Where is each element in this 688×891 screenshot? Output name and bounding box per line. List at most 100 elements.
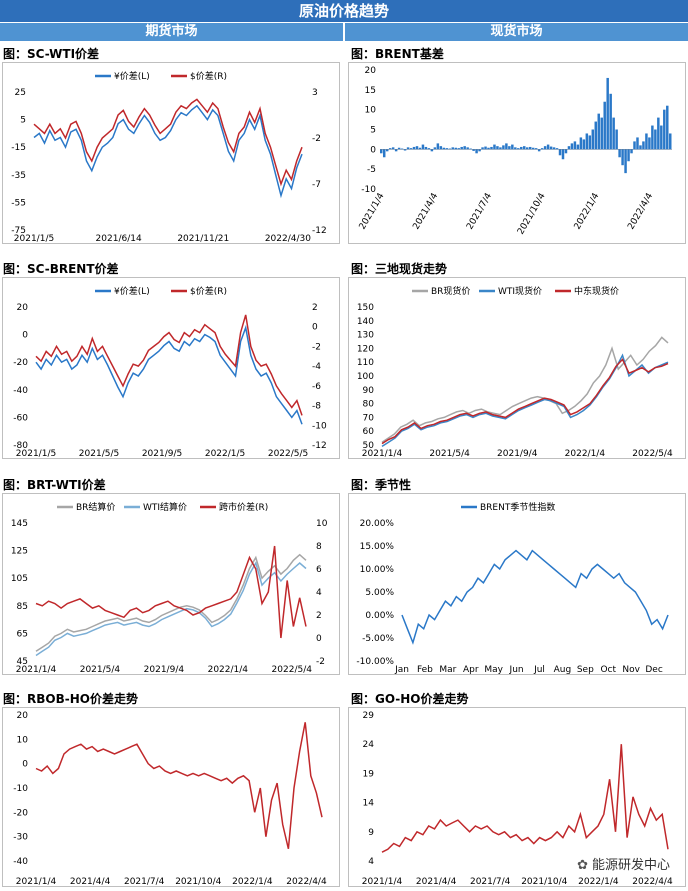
basis-bar [514, 147, 517, 150]
x-tick-label: 2021/9/5 [142, 449, 182, 459]
spot-market-header: 现货市场 [345, 23, 688, 41]
y-right-tick-label: -12 [312, 441, 327, 451]
y-tick-label: 50 [363, 441, 375, 451]
basis-bar [549, 146, 553, 150]
y-tick-label: -20 [13, 358, 28, 368]
legend-label: WTI现货价 [498, 285, 542, 297]
basis-bar [618, 149, 621, 158]
chart-frame [348, 493, 686, 675]
y-tick-label: 45 [17, 657, 28, 667]
legend-label: WTI结算价 [143, 501, 187, 513]
series-line [35, 545, 307, 639]
y-tick-label: 10 [17, 735, 29, 745]
basis-bar [487, 147, 490, 150]
basis-bar [508, 146, 511, 150]
basis-bar [400, 148, 404, 150]
chart-frame [2, 707, 340, 887]
panel-title-brent-basis: 图：BRENT基差 [351, 47, 444, 61]
y-tick-label: 14 [363, 799, 375, 809]
panel-title-rbob-ho: 图：RBOB-HO价差走势 [3, 692, 138, 706]
panel-title-brt-wti: 图：BRT-WTI价差 [3, 478, 106, 492]
basis-bar [427, 148, 431, 150]
panel-title-seasonality: 图：季节性 [351, 478, 412, 492]
y-right-tick-label: -8 [312, 402, 321, 412]
y-tick-label: 29 [363, 711, 375, 721]
y-tick-label: -40 [13, 386, 28, 396]
y-tick-label: 90 [363, 386, 375, 396]
x-tick-label: 2022/4/4 [632, 877, 673, 887]
y-tick-label: -20 [13, 808, 28, 818]
legend-label: 中东现货价 [574, 285, 619, 297]
y-right-tick-label: 2 [312, 303, 318, 313]
basis-bar [499, 147, 502, 150]
legend-label: 跨市价差(R) [219, 501, 268, 513]
y-tick-label: -40 [13, 857, 28, 867]
basis-bar [472, 149, 475, 151]
x-tick-label: Oct [600, 665, 616, 675]
basis-bar [415, 146, 419, 150]
y-tick-label: 15 [365, 86, 376, 96]
x-tick-label: 2022/1/4 [565, 449, 606, 459]
basis-bar [624, 149, 627, 174]
x-tick-label: 2021/5/4 [80, 665, 121, 675]
x-tick-label: 2021/10/4 [516, 191, 548, 236]
y-right-tick-label: 2 [316, 611, 322, 621]
basis-bar [520, 146, 523, 150]
x-tick-label: Apr [463, 665, 479, 675]
legend-label: $价差(R) [190, 70, 227, 82]
x-tick-label: 2022/5/4 [272, 665, 313, 675]
y-tick-label: -5.00% [362, 634, 394, 644]
y-tick-label: 5.00% [365, 588, 394, 598]
x-tick-label: Jan [394, 665, 409, 675]
x-tick-label: 2021/1/4 [16, 665, 57, 675]
x-tick-label: 2021/1/5 [16, 449, 56, 459]
basis-bar [442, 147, 446, 150]
basis-bar [454, 147, 457, 150]
basis-bar [663, 109, 666, 150]
x-tick-label: 2021/7/4 [465, 191, 494, 231]
basis-bar [469, 148, 472, 150]
basis-bar [582, 139, 586, 150]
y-tick-label: 125 [11, 547, 28, 557]
x-tick-label: 2021/5/4 [429, 449, 470, 459]
basis-bar [600, 117, 603, 150]
y-tick-label: 5 [20, 116, 26, 126]
basis-bar [534, 148, 538, 150]
basis-bar [540, 148, 544, 150]
basis-bar [651, 125, 654, 150]
basis-bar [463, 146, 466, 150]
x-tick-label: 2021/7/4 [470, 877, 511, 887]
basis-bar [594, 121, 598, 150]
basis-bar [627, 149, 630, 162]
x-tick-label: Feb [417, 665, 433, 675]
chart-seasonality: 20.00% 15.00% 10.00% 5.00% 0.00% -5.00% -10.00… [348, 493, 686, 675]
x-tick-label: 2021/9/4 [144, 665, 185, 675]
basis-bar [439, 146, 443, 150]
y-tick-label: 105 [11, 574, 28, 584]
series-line [35, 314, 303, 416]
y-right-tick-label: -10 [312, 421, 327, 431]
y-tick-label: 4 [368, 857, 374, 867]
y-tick-label: -10.00% [356, 657, 394, 667]
basis-bar [511, 144, 514, 150]
basis-bar [615, 129, 618, 150]
basis-bar [591, 129, 595, 150]
y-tick-label: 20.00% [360, 519, 395, 529]
basis-bar [669, 133, 672, 150]
basis-bar [564, 149, 568, 154]
chart-frame [348, 277, 686, 459]
y-tick-label: 10 [365, 106, 377, 116]
basis-bar [412, 146, 416, 150]
series-line [381, 744, 669, 853]
x-tick-label: 2022/1/4 [208, 665, 249, 675]
y-tick-label: -5 [367, 165, 376, 175]
y-tick-label: 20 [365, 66, 377, 76]
y-tick-label: 130 [357, 331, 374, 341]
basis-bar [561, 149, 565, 160]
basis-bar [421, 144, 425, 150]
chart-frame [348, 62, 686, 244]
basis-bar [430, 149, 434, 152]
panel-title-sc-wti: 图：SC-WTI价差 [3, 47, 100, 61]
y-right-tick-label: -4 [312, 362, 321, 372]
